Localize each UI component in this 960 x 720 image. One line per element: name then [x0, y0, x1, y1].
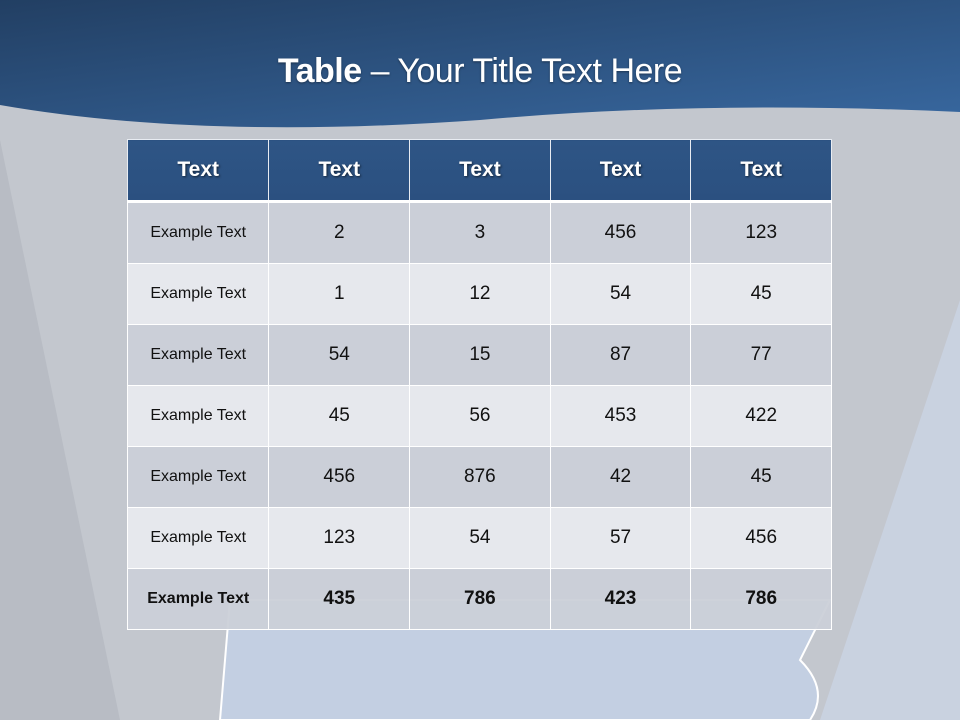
value-cell: 87 [549, 324, 692, 386]
value-cell: 42 [549, 446, 692, 508]
value-cell: 876 [409, 446, 551, 508]
table-row: Example Text 54 15 87 77 [126, 324, 832, 386]
value-cell: 423 [549, 568, 692, 630]
value-cell: 435 [268, 568, 411, 630]
value-cell: 77 [690, 324, 832, 386]
column-header: Text [126, 139, 270, 203]
value-cell: 56 [409, 385, 551, 447]
row-label-cell: Example Text [126, 568, 270, 630]
value-cell: 3 [409, 201, 551, 264]
value-cell: 57 [549, 507, 692, 569]
data-table: Text Text Text Text Text Example Text 2 3 456 12… [126, 139, 832, 630]
value-cell: 456 [549, 201, 692, 264]
value-cell: 54 [268, 324, 411, 386]
value-cell: 456 [268, 446, 411, 508]
value-cell: 15 [409, 324, 551, 386]
row-label-cell: Example Text [126, 385, 270, 447]
table-row: Example Text 456 876 42 45 [126, 446, 832, 508]
table-row: Example Text 2 3 456 123 [126, 201, 832, 264]
value-cell: 12 [409, 263, 551, 325]
value-cell: 54 [549, 263, 692, 325]
column-header: Text [268, 139, 411, 203]
row-label-cell: Example Text [126, 446, 270, 508]
value-cell: 54 [409, 507, 551, 569]
value-cell: 453 [549, 385, 692, 447]
value-cell: 123 [690, 201, 832, 264]
table-row: Example Text 1 12 54 45 [126, 263, 832, 325]
slide-title: Table – Your Title Text Here [0, 52, 960, 91]
title-bold: Table [277, 52, 362, 90]
row-label-cell: Example Text [126, 507, 270, 569]
table-row: Example Text 123 54 57 456 [126, 507, 832, 569]
value-cell: 45 [690, 263, 832, 325]
column-header: Text [549, 139, 692, 203]
row-label-cell: Example Text [126, 263, 270, 325]
value-cell: 786 [409, 568, 551, 630]
value-cell: 786 [690, 568, 832, 630]
value-cell: 45 [690, 446, 832, 508]
table-row: Example Text 435 786 423 786 [126, 568, 832, 630]
row-label-cell: Example Text [126, 201, 270, 264]
value-cell: 2 [268, 201, 411, 264]
title-rest: – Your Title Text Here [361, 52, 683, 90]
value-cell: 422 [690, 385, 832, 447]
table-body: Example Text 2 3 456 123 Example Text 1 12 54 45 E… [126, 201, 832, 630]
value-cell: 456 [690, 507, 832, 569]
value-cell: 45 [268, 385, 411, 447]
column-header: Text [690, 139, 832, 203]
table-header-row: Text Text Text Text Text [126, 139, 832, 203]
value-cell: 123 [268, 507, 411, 569]
column-header: Text [409, 139, 551, 203]
row-label-cell: Example Text [126, 324, 270, 386]
table-row: Example Text 45 56 453 422 [126, 385, 832, 447]
value-cell: 1 [268, 263, 411, 325]
